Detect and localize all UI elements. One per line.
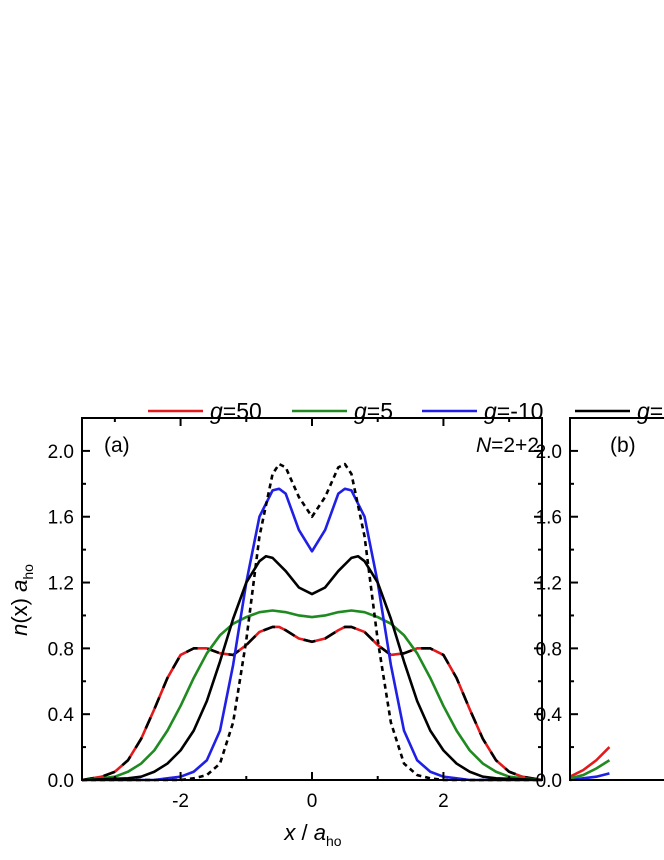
series-line-g50 [81, 625, 543, 782]
series-b [569, 746, 611, 782]
y-tick-label: 0.4 [48, 705, 75, 726]
series-line-ideal [82, 462, 542, 782]
y-tick-label: 0.0 [536, 771, 562, 792]
y-tick-label: 1.6 [536, 508, 562, 529]
y-tick-label: 0.8 [48, 639, 74, 660]
x-tick-label: 2 [438, 791, 449, 812]
x-tick-label: 0 [307, 791, 318, 812]
frame-a [81, 417, 543, 781]
panel-label-b: (b) [610, 434, 636, 457]
plot-frame [81, 417, 543, 781]
y-tick-label: 1.6 [48, 508, 74, 529]
legend-entry-label: g= [637, 398, 663, 424]
series-line-g50-overlay [81, 625, 543, 782]
y-tick-label: 0.0 [48, 771, 74, 792]
x-axis-title: x / aho [283, 820, 341, 849]
series-line-b-red [569, 746, 611, 778]
panel-b: 0.0 0.4 0.8 1.2 1.6 2.0 (b) [536, 417, 664, 792]
series-a [81, 462, 543, 782]
frame-b [569, 417, 664, 781]
plot-frame [569, 417, 664, 781]
panel-annotation-a: N=2+2 [476, 434, 539, 457]
legend-entry-label: g=-10 [484, 398, 543, 424]
y-tick-label: 0.8 [536, 639, 562, 660]
x-tick-label: -2 [172, 791, 189, 812]
series-line-g-10 [82, 487, 542, 782]
y-tick-label: 1.2 [536, 574, 562, 595]
legend: g=50 g=5 g=-10 g= [148, 398, 663, 424]
y-tick-label: 0.4 [536, 705, 563, 726]
y-tick-label: 2.0 [48, 442, 74, 463]
y-axis-title: n(x) aho [7, 564, 36, 636]
legend-entry-label: g=50 [210, 398, 262, 424]
ticks-a: 0.0 0.4 0.8 1.2 1.6 2.0 -2 0 2 [48, 418, 542, 812]
series-line-g5 [81, 609, 543, 782]
y-tick-label: 1.2 [48, 574, 74, 595]
panel-label-a: (a) [104, 434, 130, 457]
y-tick-label: 2.0 [536, 442, 562, 463]
series-line-g-other [81, 554, 543, 782]
ticks-b: 0.0 0.4 0.8 1.2 1.6 2.0 [536, 442, 578, 792]
legend-entry-label: g=5 [354, 398, 393, 424]
panel-a: 0.0 0.4 0.8 1.2 1.6 2.0 -2 0 2 (a) N=2+2 [48, 417, 543, 812]
series-line-b-green [569, 759, 611, 780]
